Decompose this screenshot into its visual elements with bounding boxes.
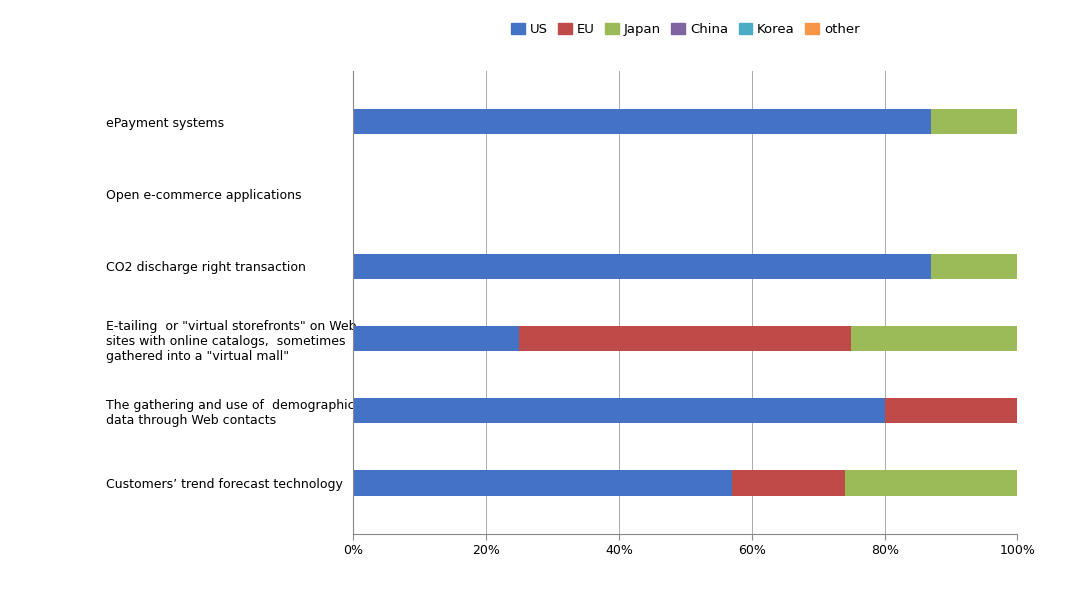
Legend: US, EU, Japan, China, Korea, other: US, EU, Japan, China, Korea, other <box>507 18 864 41</box>
Bar <box>931 109 1017 135</box>
Bar <box>885 398 1017 423</box>
Bar <box>353 254 931 279</box>
Bar <box>845 470 1017 496</box>
Bar <box>353 398 885 423</box>
Bar <box>519 326 851 351</box>
Bar <box>353 109 931 135</box>
Bar <box>931 254 1017 279</box>
Bar <box>353 326 519 351</box>
Bar <box>731 470 845 496</box>
Bar <box>353 470 731 496</box>
Bar <box>851 326 1017 351</box>
